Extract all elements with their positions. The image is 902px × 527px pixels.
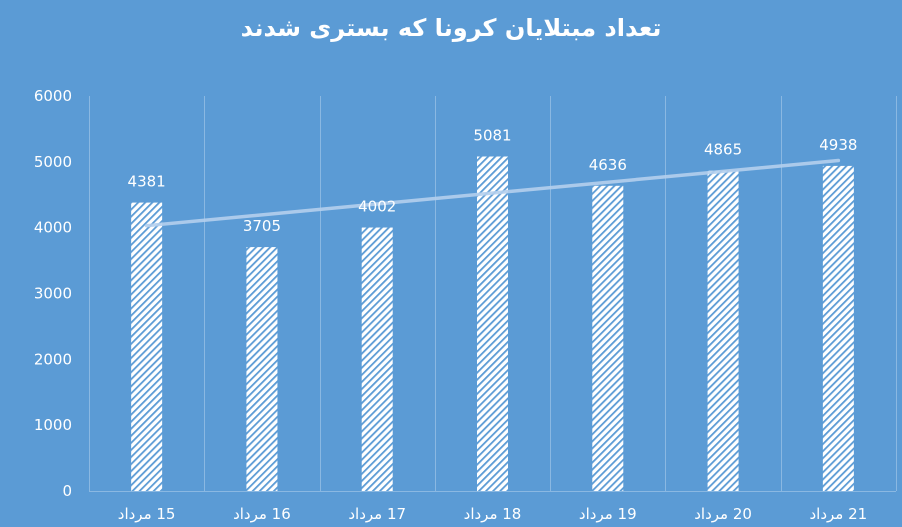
data-label: 4381 [128, 173, 166, 191]
x-tick-label: 21 مرداد [810, 505, 868, 523]
x-tick-label: 19 مرداد [579, 505, 637, 523]
y-tick-label: 5000 [34, 153, 72, 171]
trendline [144, 158, 841, 228]
data-labels: 4381 3705 4002 5081 4636 4865 4938 [128, 127, 858, 236]
chart-title: تعداد مبتلایان کرونا که بستری شدند [240, 14, 662, 42]
bar [592, 185, 624, 491]
x-axis: 15 مرداد 16 مرداد 17 مرداد 18 مرداد 19 مرداد… [118, 505, 867, 523]
data-label: 4636 [589, 156, 627, 174]
y-tick-label: 3000 [34, 285, 72, 303]
x-tick-label: 17 مرداد [348, 505, 406, 523]
bar [822, 165, 854, 492]
bar [707, 170, 739, 492]
bar [246, 247, 278, 491]
x-tick-label: 16 مرداد [233, 505, 291, 523]
bar [361, 227, 393, 491]
bar-series [131, 156, 854, 492]
y-tick-label: 0 [62, 482, 72, 500]
bar [477, 156, 508, 491]
y-tick-label: 6000 [34, 87, 72, 105]
y-tick-label: 2000 [34, 350, 72, 368]
data-label: 5081 [473, 127, 511, 145]
data-label: 3705 [243, 217, 281, 235]
y-tick-label: 1000 [34, 416, 72, 434]
data-label: 4938 [819, 136, 857, 154]
x-tick-label: 18 مرداد [464, 505, 522, 523]
x-tick-label: 20 مرداد [694, 505, 752, 523]
data-label: 4002 [358, 198, 396, 216]
vertical-gridlines [89, 96, 897, 492]
y-axis: 0 1000 2000 3000 4000 5000 6000 [34, 87, 72, 500]
bar [131, 202, 163, 491]
y-tick-label: 4000 [34, 219, 72, 237]
data-label: 4865 [704, 141, 742, 159]
linear-trendline [144, 158, 841, 228]
x-tick-label: 15 مرداد [118, 505, 176, 523]
